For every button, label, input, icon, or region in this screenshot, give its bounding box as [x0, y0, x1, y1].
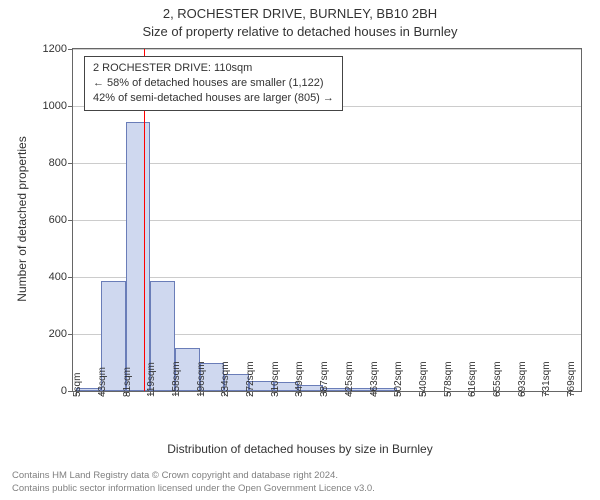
- y-tick-label: 1200: [43, 43, 73, 55]
- grid-line: [73, 49, 581, 50]
- x-tick-label: 578sqm: [443, 361, 454, 397]
- histogram-bar: [126, 122, 151, 391]
- x-tick-label: 43sqm: [97, 367, 108, 397]
- x-tick-label: 5sqm: [72, 373, 83, 397]
- x-tick-label: 310sqm: [270, 361, 281, 397]
- annotation-line-2: ← 58% of detached houses are smaller (1,…: [93, 76, 334, 91]
- x-axis-label: Distribution of detached houses by size …: [0, 442, 600, 456]
- x-tick-label: 693sqm: [517, 361, 528, 397]
- x-tick-label: 463sqm: [369, 361, 380, 397]
- annotation-line-3: 42% of semi-detached houses are larger (…: [93, 91, 334, 106]
- y-tick-label: 800: [49, 157, 73, 169]
- x-tick-label: 158sqm: [171, 361, 182, 397]
- x-tick-label: 81sqm: [122, 367, 133, 397]
- y-tick-label: 200: [49, 328, 73, 340]
- x-tick-label: 502sqm: [393, 361, 404, 397]
- x-tick-label: 769sqm: [566, 361, 577, 397]
- x-tick-label: 272sqm: [245, 361, 256, 397]
- x-tick-label: 349sqm: [294, 361, 305, 397]
- title-line-1: 2, ROCHESTER DRIVE, BURNLEY, BB10 2BH: [0, 6, 600, 21]
- footer-line-1: Contains HM Land Registry data © Crown c…: [12, 470, 338, 482]
- y-tick-label: 400: [49, 271, 73, 283]
- chart-container: { "title_line1": "2, ROCHESTER DRIVE, BU…: [0, 0, 600, 500]
- x-tick-label: 119sqm: [146, 362, 157, 397]
- title-line-2: Size of property relative to detached ho…: [0, 24, 600, 39]
- y-tick-label: 600: [49, 214, 73, 226]
- x-tick-label: 731sqm: [541, 361, 552, 397]
- x-tick-label: 540sqm: [418, 361, 429, 397]
- x-tick-label: 616sqm: [467, 361, 478, 397]
- annotation-line-1: 2 ROCHESTER DRIVE: 110sqm: [93, 61, 334, 76]
- y-tick-label: 1000: [43, 100, 73, 112]
- x-tick-label: 655sqm: [492, 361, 503, 397]
- x-tick-label: 234sqm: [220, 361, 231, 397]
- footer-line-2: Contains public sector information licen…: [12, 483, 375, 495]
- annotation-box: 2 ROCHESTER DRIVE: 110sqm ← 58% of detac…: [84, 56, 343, 111]
- x-tick-label: 425sqm: [344, 361, 355, 397]
- x-tick-label: 196sqm: [196, 361, 207, 397]
- y-axis-label: Number of detached properties: [15, 136, 29, 301]
- x-tick-label: 387sqm: [319, 361, 330, 397]
